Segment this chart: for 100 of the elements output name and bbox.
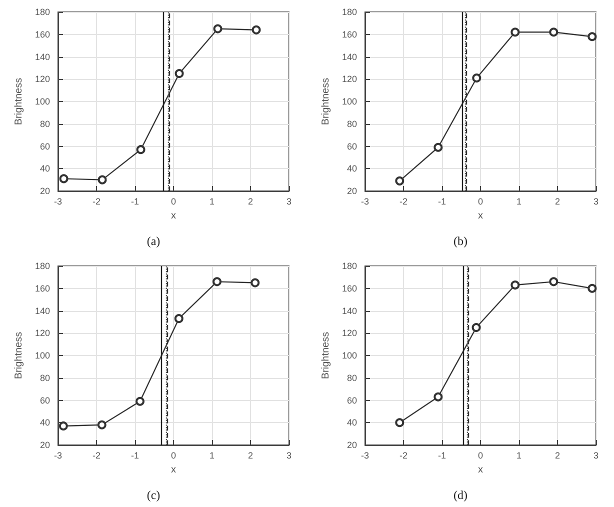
y-tick-label: 120 [34, 74, 50, 84]
point [213, 24, 222, 34]
point [510, 280, 520, 290]
y-tick-label: 160 [342, 282, 357, 293]
text: (d) [454, 488, 468, 502]
y-tick-label: 100 [342, 350, 357, 360]
point [434, 142, 443, 152]
y-tick-label: 140 [342, 52, 357, 62]
point [97, 420, 106, 429]
y-tick-label: 140 [342, 305, 357, 316]
y-tick-label: 20 [40, 440, 50, 450]
x-tick-label: -1 [438, 450, 446, 460]
point [136, 396, 145, 406]
point [588, 283, 597, 292]
x-tick-label: 0 [478, 450, 484, 460]
x-axis-title: x [171, 210, 176, 222]
x-tick-label: 0 [478, 196, 484, 206]
x-tick-label: 2 [554, 196, 560, 206]
point [510, 28, 520, 37]
x-tick-label: 3 [286, 450, 292, 460]
point [588, 32, 597, 42]
point [174, 69, 184, 78]
y-tick-label: 20 [346, 440, 357, 450]
y-tick-label: 100 [34, 96, 50, 106]
y-tick-label: 60 [346, 394, 357, 405]
point [136, 145, 146, 154]
point [549, 28, 558, 37]
x-tick-label: -2 [92, 196, 101, 206]
x-tick-label: -3 [54, 450, 62, 460]
y-tick-label: 140 [34, 305, 50, 316]
y-tick-label: 180 [342, 260, 357, 270]
x-tick-label: 1 [516, 450, 522, 460]
y-tick-label: 100 [34, 350, 50, 360]
x-tick-label: 1 [209, 450, 215, 460]
y-tick-label: 180 [342, 7, 357, 17]
y-tick-label: 40 [346, 417, 357, 428]
y-tick-label: 120 [342, 74, 357, 84]
y-axis-title: Brightness [320, 78, 332, 126]
y-tick-label: 80 [40, 118, 50, 129]
x-tick-label: -1 [438, 196, 446, 206]
x-tick-label: 0 [170, 450, 176, 460]
y-tick-label: 160 [34, 29, 50, 40]
x-tick-label: -3 [360, 450, 370, 460]
point [59, 174, 68, 184]
point [212, 276, 222, 286]
x-tick-label: 2 [248, 196, 254, 206]
x-tick-label: -2 [92, 450, 101, 460]
y-axis-title: Brightness [14, 331, 25, 379]
y-tick-label: 120 [34, 328, 50, 338]
y-tick-label: 60 [40, 141, 50, 152]
y-axis-title: Brightness [14, 78, 25, 126]
x-tick-label: 3 [286, 196, 292, 206]
x-tick-label: 2 [248, 450, 254, 460]
y-tick-label: 180 [34, 7, 50, 17]
x-axis-title: x [478, 210, 483, 222]
y-tick-label: 80 [40, 372, 50, 382]
x-tick-label: 2 [554, 450, 560, 460]
y-tick-label: 60 [40, 394, 50, 405]
x-tick-label: 1 [516, 196, 522, 206]
x-tick-label: -3 [54, 196, 62, 206]
point [434, 392, 443, 401]
point [549, 276, 558, 286]
point [58, 420, 68, 430]
y-tick-label: 40 [40, 164, 50, 174]
y-tick-label: 180 [34, 260, 50, 270]
point [250, 278, 260, 287]
x-tick-label: -2 [399, 196, 408, 206]
y-tick-label: 80 [346, 372, 357, 382]
point [472, 74, 482, 83]
x-tick-label: 0 [170, 196, 176, 206]
text: (a) [146, 234, 160, 248]
x-tick-label: -3 [360, 196, 370, 206]
text: (b) [454, 234, 468, 248]
y-tick-label: 160 [34, 282, 50, 293]
y-tick-label: 40 [346, 164, 357, 174]
y-tick-label: 160 [342, 29, 357, 40]
y-tick-label: 20 [40, 186, 50, 196]
x-tick-label: 1 [209, 196, 215, 206]
point [174, 314, 184, 323]
point [395, 418, 404, 427]
y-axis-title: Brightness [320, 331, 332, 379]
point [252, 25, 261, 34]
x-tick-label: -1 [130, 450, 140, 460]
x-axis-title: x [478, 464, 483, 475]
x-axis-title: x [171, 464, 176, 475]
y-tick-label: 120 [342, 328, 357, 338]
y-tick-label: 80 [346, 118, 357, 129]
x-tick-label: 3 [593, 196, 599, 206]
x-tick-label: -2 [399, 450, 408, 460]
point [472, 322, 481, 332]
point [395, 176, 404, 186]
text: (c) [146, 488, 160, 502]
x-tick-label: -1 [130, 196, 140, 206]
y-tick-label: 100 [342, 96, 357, 106]
y-tick-label: 40 [40, 417, 50, 428]
y-tick-label: 20 [346, 186, 357, 196]
x-tick-label: 3 [593, 450, 599, 460]
point [98, 175, 107, 184]
y-tick-label: 60 [346, 141, 357, 152]
y-tick-label: 140 [34, 52, 50, 62]
